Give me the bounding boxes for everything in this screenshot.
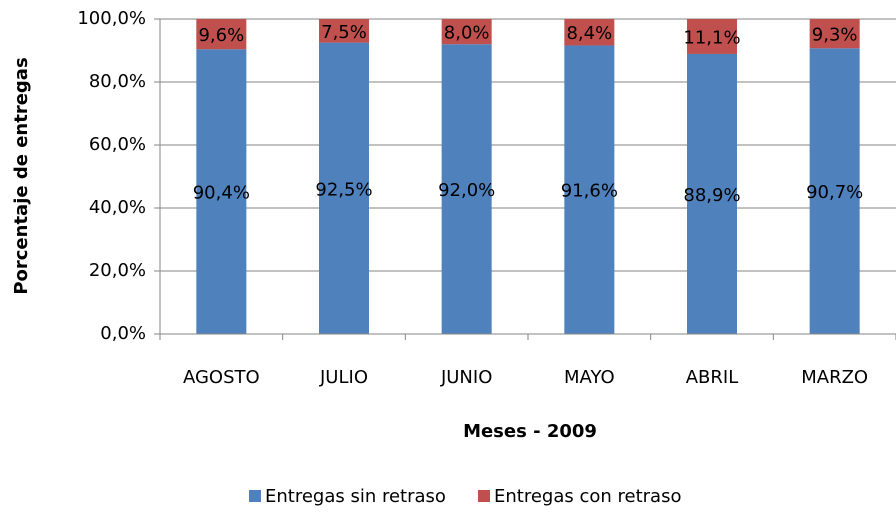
bar-segment <box>564 45 615 335</box>
bar-segment <box>809 19 860 49</box>
bar-segment <box>809 48 860 335</box>
bar-segment <box>441 19 492 45</box>
bar-segment <box>564 19 615 46</box>
bar-segment <box>687 53 737 335</box>
y-tick-label: 20,0% <box>89 260 146 281</box>
data-label: 92,5% <box>315 179 372 200</box>
data-label: 8,4% <box>566 23 612 44</box>
bar-segment <box>687 19 737 54</box>
bar-segment <box>319 42 369 334</box>
x-tick-label: JULIO <box>319 367 368 388</box>
data-label: 11,1% <box>683 27 740 48</box>
data-label: 88,9% <box>683 185 740 206</box>
data-label: 9,3% <box>812 25 858 46</box>
y-tick-label: 100,0% <box>77 8 146 29</box>
y-tick-label: 80,0% <box>89 71 146 92</box>
x-tick-label: MAYO <box>564 367 615 388</box>
bar-segment <box>196 49 247 335</box>
y-axis-title: Porcentaje de entregas <box>11 57 32 294</box>
data-label: 92,0% <box>438 180 495 201</box>
data-label: 91,6% <box>561 181 618 202</box>
x-tick-label: AGOSTO <box>183 367 260 388</box>
legend-swatch <box>249 490 261 502</box>
y-tick-label: 60,0% <box>89 134 146 155</box>
data-label: 8,0% <box>444 23 490 44</box>
data-label: 90,4% <box>193 183 250 204</box>
bar-segment <box>441 44 492 334</box>
legend-label: Entregas sin retraso <box>265 486 446 507</box>
x-tick-label: JUNIO <box>440 367 492 388</box>
data-label: 90,7% <box>806 182 863 203</box>
legend-label: Entregas con retraso <box>494 486 681 507</box>
data-label: 9,6% <box>198 25 244 46</box>
y-tick-label: 40,0% <box>89 197 146 218</box>
x-axis-title: Meses - 2009 <box>463 421 597 442</box>
x-tick-label: ABRIL <box>686 367 739 388</box>
y-tick-label: 0,0% <box>100 323 146 344</box>
bar-segment <box>196 19 247 50</box>
legend-swatch <box>478 490 490 502</box>
x-tick-label: MARZO <box>801 367 868 388</box>
bar-segment <box>319 19 369 43</box>
data-label: 7,5% <box>321 22 367 43</box>
